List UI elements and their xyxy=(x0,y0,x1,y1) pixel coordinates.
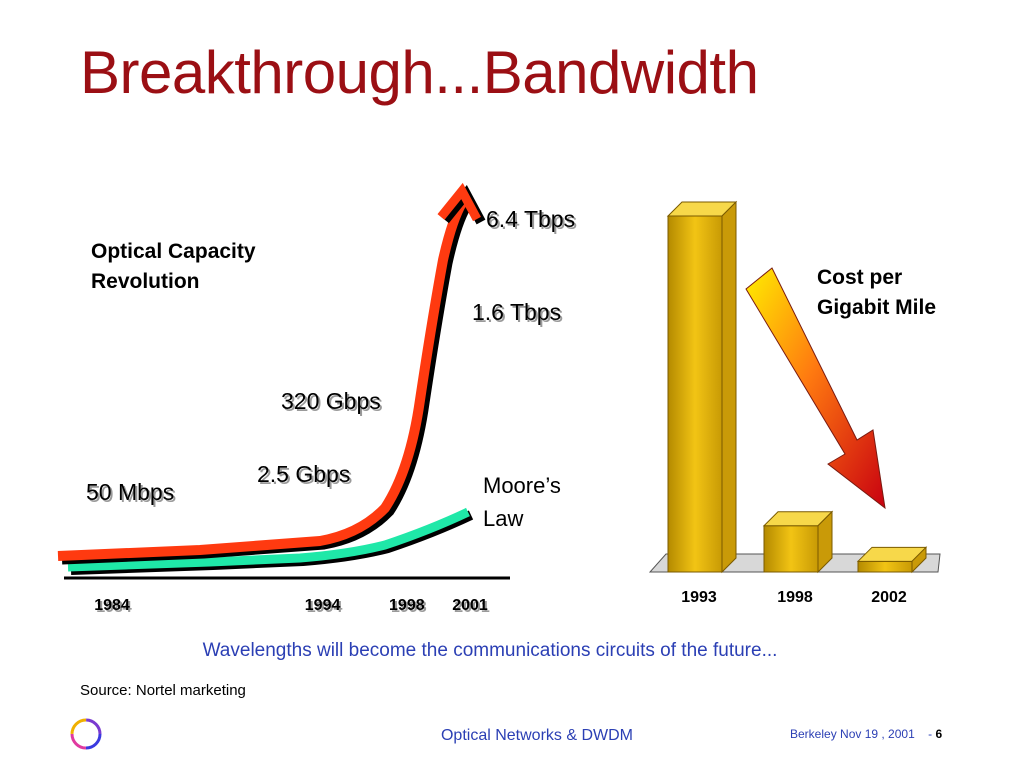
capacity-chart-title-line1: Optical Capacity xyxy=(91,240,256,263)
cost-bar-front-1998 xyxy=(763,525,819,573)
capacity-label-1-text: 2.5 Gbps xyxy=(257,461,350,487)
cost-bar-1998 xyxy=(762,510,834,574)
cost-bar-1993 xyxy=(666,200,738,574)
capacity-tick-1998-text: 1998 xyxy=(389,597,425,614)
cost-bar-side-1993 xyxy=(721,200,737,574)
moores-law-curve xyxy=(67,507,470,572)
capacity-label-3-text: 1.6 Tbps xyxy=(472,299,561,325)
page-title: Breakthrough...Bandwidth xyxy=(80,39,759,106)
cost-x-ticks: 1993 1998 2002 xyxy=(681,589,907,606)
capacity-tick-1994-text: 1994 xyxy=(305,597,341,614)
capacity-label-2-shadow: 320 Gbps xyxy=(283,390,383,416)
cost-chart-title-line1: Cost per xyxy=(817,266,902,289)
capacity-label-2-text: 320 Gbps xyxy=(281,388,381,414)
capacity-tick-2001-shadow: 2001 xyxy=(454,599,490,616)
cost-bar-side-2002 xyxy=(911,546,927,574)
capacity-tick-1994-shadow: 1994 xyxy=(307,599,343,616)
cost-bar-side-1998 xyxy=(817,510,833,574)
capacity-label-4-shadow: 6.4 Tbps xyxy=(488,208,577,234)
capacity-tick-2001-text: 2001 xyxy=(452,597,488,614)
capacity-label-0-shadow: 50 Mbps xyxy=(88,481,176,507)
cost-chart: 1993 1998 2002 Cost per Gigabit Mile xyxy=(648,200,941,606)
footer-meta: Berkeley Nov 19 , 2001 - 6 xyxy=(790,727,942,741)
moores-law-label-line1: Moore’s xyxy=(483,473,561,498)
capacity-arrowhead xyxy=(437,182,481,222)
cost-bar-2002 xyxy=(856,546,928,574)
cost-trend-arrow xyxy=(745,267,886,510)
capacity-chart-title-line2: Revolution xyxy=(91,270,200,293)
capacity-label-0-text: 50 Mbps xyxy=(86,479,174,505)
footer-date: Berkeley Nov 19 , 2001 xyxy=(790,727,915,741)
capacity-curve xyxy=(57,200,467,561)
capacity-tick-1984-shadow: 1984 xyxy=(96,599,132,616)
cost-tick-2002: 2002 xyxy=(871,589,907,606)
cost-tick-1998: 1998 xyxy=(777,589,813,606)
capacity-label-4-text: 6.4 Tbps xyxy=(486,206,575,232)
moores-law-label-line2: Law xyxy=(483,506,523,531)
cost-bar-front-1993 xyxy=(667,215,723,573)
capacity-label-1-shadow: 2.5 Gbps xyxy=(259,463,352,489)
cost-chart-title-line2: Gigabit Mile xyxy=(817,296,936,319)
capacity-tick-1984-text: 1984 xyxy=(94,597,130,614)
source-note: Source: Nortel marketing xyxy=(80,682,246,699)
cost-bar-front-2002 xyxy=(857,560,913,573)
cost-bars xyxy=(666,200,928,574)
footer-separator: - xyxy=(928,727,933,741)
ring-logo-icon xyxy=(70,718,102,750)
slide-caption: Wavelengths will become the communicatio… xyxy=(202,640,778,661)
capacity-tick-1998-shadow: 1998 xyxy=(391,599,427,616)
capacity-label-3-shadow: 1.6 Tbps xyxy=(474,301,563,327)
cost-tick-1993: 1993 xyxy=(681,589,717,606)
footer-title: Optical Networks & DWDM xyxy=(440,727,634,744)
page-number: 6 xyxy=(935,727,943,741)
